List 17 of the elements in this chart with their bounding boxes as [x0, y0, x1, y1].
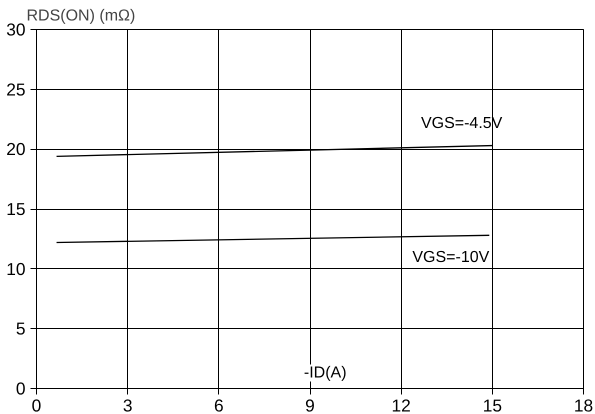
x-axis-title: -ID(A) [304, 364, 347, 382]
series-label: VGS=-10V [412, 248, 490, 266]
x-tick-label: 9 [305, 396, 315, 414]
y-tick-label: 0 [16, 378, 26, 398]
y-tick-label: 15 [6, 199, 26, 219]
y-tick-label: 5 [16, 318, 26, 339]
x-tick-label: 6 [214, 396, 224, 414]
x-tick-label: 18 [574, 396, 594, 414]
x-tick-label: 0 [32, 396, 42, 414]
y-tick-label: 20 [6, 139, 26, 160]
y-axis-title: RDS(ON) (mΩ) [26, 8, 136, 24]
x-tick-label: 15 [482, 396, 502, 414]
x-tick-label: 3 [122, 396, 132, 414]
y-tick-label: 25 [6, 79, 26, 100]
y-tick-label: 30 [6, 20, 26, 40]
x-tick-label: 12 [392, 396, 411, 414]
y-tick-label: 10 [6, 258, 26, 279]
